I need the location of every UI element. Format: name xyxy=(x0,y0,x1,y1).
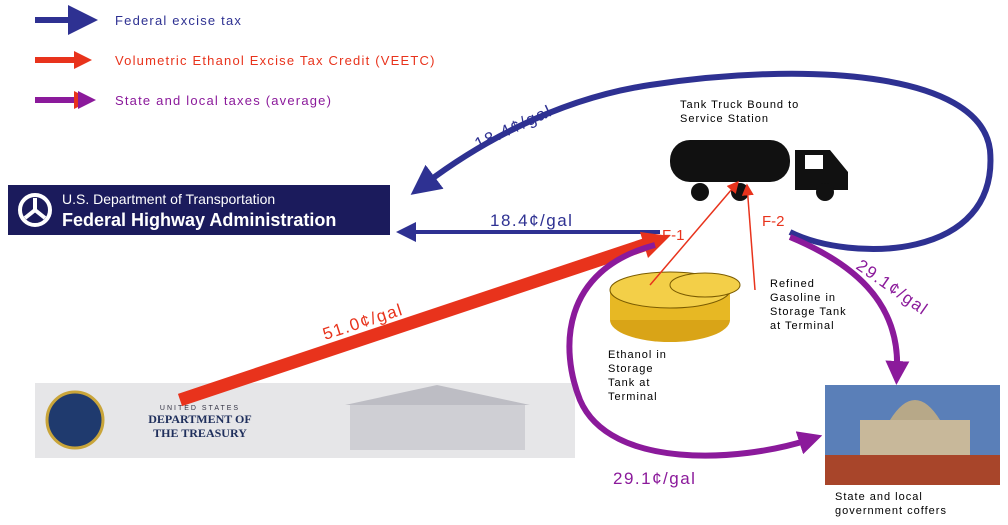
node-label: at Terminal xyxy=(770,320,835,332)
node-label: Tank at xyxy=(608,377,650,389)
treasury-line: DEPARTMENT OF xyxy=(148,412,251,426)
state-flow xyxy=(788,234,910,385)
truck: Tank Truck Bound to Service Station xyxy=(670,99,848,201)
node-label: F-1 xyxy=(662,227,685,244)
legend-label: Federal excise tax xyxy=(115,13,242,28)
fhwa-emblem xyxy=(23,198,47,220)
treasury-seal xyxy=(45,390,105,450)
node-label: Gasoline in xyxy=(770,292,836,304)
capitol-photo: State and local government coffers xyxy=(825,385,1000,517)
node-label: Terminal xyxy=(608,391,658,403)
treasury-line: UNITED STATES xyxy=(160,405,240,412)
storage-tanks xyxy=(609,271,741,342)
flow-line xyxy=(649,180,739,286)
treasury-logo: UNITED STATES DEPARTMENT OF THE TREASURY xyxy=(35,383,575,458)
treasury-line: THE TREASURY xyxy=(153,426,247,440)
fhwa-emblem xyxy=(18,193,52,227)
node-label: Tank Truck Bound to xyxy=(680,99,799,111)
treasury-roof xyxy=(345,385,530,405)
node-label: Refined xyxy=(770,278,815,290)
photo-trees xyxy=(825,455,1000,485)
flow-label: 18.4¢/gal xyxy=(472,101,556,153)
truck-wheel xyxy=(691,183,709,201)
truck-wheel xyxy=(816,183,834,201)
legend-arrowhead xyxy=(78,91,96,109)
truck-tank xyxy=(670,140,790,182)
tank xyxy=(669,272,741,298)
flow-label: 18.4¢/gal xyxy=(490,211,573,230)
legend-label: State and local taxes (average) xyxy=(115,93,332,108)
node-label: Storage xyxy=(608,363,654,375)
node-label: Ethanol in xyxy=(608,349,667,361)
flow-line xyxy=(741,183,756,291)
legend: Federal excise tax Volumetric Ethanol Ex… xyxy=(35,5,436,109)
fhwa-logo: U.S. Department of Transportation Federa… xyxy=(8,185,390,235)
flow-label: 29.1¢/gal xyxy=(613,469,696,488)
node-label: government coffers xyxy=(835,505,947,517)
fhwa-line: U.S. Department of Transportation xyxy=(62,191,275,207)
node-label: Service Station xyxy=(680,113,769,125)
legend-label: Volumetric Ethanol Excise Tax Credit (VE… xyxy=(115,53,436,68)
node-label: Storage Tank xyxy=(770,306,847,318)
truck-window xyxy=(805,155,823,169)
node-label: F-2 xyxy=(762,213,785,230)
fhwa-box xyxy=(8,185,390,235)
node-label: State and local xyxy=(835,491,923,503)
capitol-dome xyxy=(890,400,940,420)
federal-flow xyxy=(410,70,994,252)
treasury-building xyxy=(350,405,525,450)
veetc-flow xyxy=(177,236,653,407)
truck-wheel xyxy=(731,183,749,201)
state-flow xyxy=(566,242,823,459)
fhwa-line: Federal Highway Administration xyxy=(62,210,336,230)
